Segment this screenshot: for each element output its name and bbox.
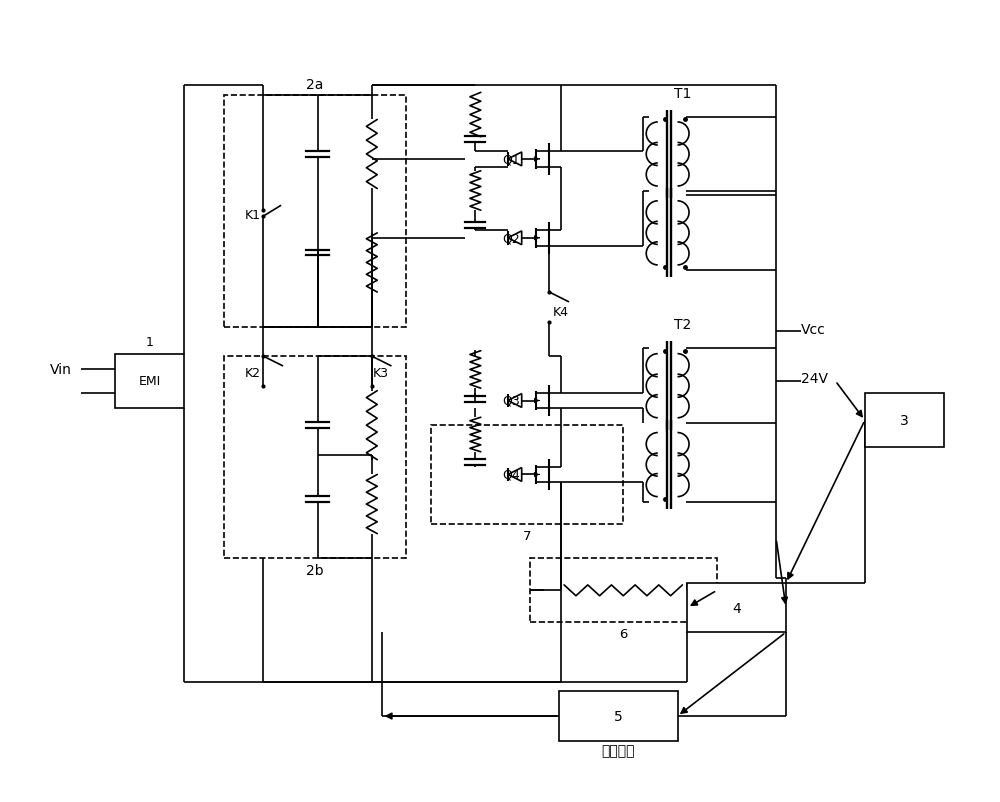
Text: 4: 4 xyxy=(732,601,741,615)
FancyBboxPatch shape xyxy=(559,691,678,741)
Text: Q4: Q4 xyxy=(502,468,520,481)
Text: Q1: Q1 xyxy=(502,153,520,166)
Text: 2a: 2a xyxy=(306,78,324,91)
Text: 1: 1 xyxy=(146,335,154,348)
Text: 2b: 2b xyxy=(306,564,324,577)
Text: T2: T2 xyxy=(674,318,691,332)
Text: Q3: Q3 xyxy=(502,395,520,407)
Text: T1: T1 xyxy=(674,87,691,100)
Text: 7: 7 xyxy=(523,529,531,542)
Text: K4: K4 xyxy=(552,306,568,318)
FancyBboxPatch shape xyxy=(115,354,184,408)
Text: K1: K1 xyxy=(244,209,260,222)
Text: Q2: Q2 xyxy=(502,232,520,245)
Text: K2: K2 xyxy=(244,367,260,379)
FancyBboxPatch shape xyxy=(865,394,944,448)
FancyBboxPatch shape xyxy=(687,583,786,633)
Text: EMI: EMI xyxy=(139,375,161,388)
Text: 6: 6 xyxy=(619,627,627,641)
Text: 24V: 24V xyxy=(801,371,828,385)
Text: K3: K3 xyxy=(373,367,389,379)
Text: 3: 3 xyxy=(900,414,909,427)
Text: 5: 5 xyxy=(614,709,623,723)
Text: Vcc: Vcc xyxy=(801,322,826,336)
Text: 驱动信号: 驱动信号 xyxy=(602,743,635,758)
Text: Vin: Vin xyxy=(50,363,72,376)
